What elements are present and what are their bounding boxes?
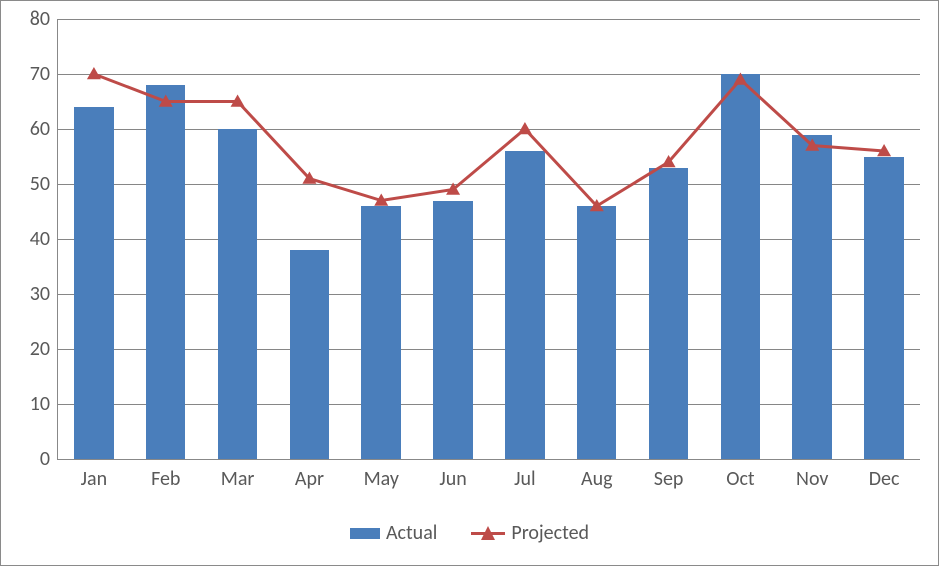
y-axis-label: 60 bbox=[30, 117, 58, 141]
plot-area: 01020304050607080JanFebMarAprMayJunJulAu… bbox=[57, 19, 920, 460]
combo-chart: 0 10 20 30 40 50 60 70 80 Jan Feb Mar Apr May Jun Jul Au… bbox=[0, 0, 939, 566]
triangle-marker-icon bbox=[733, 73, 747, 85]
x-axis-label: Aug bbox=[581, 459, 613, 491]
legend-label: Projected bbox=[511, 521, 589, 545]
x-axis-label: Mar bbox=[221, 459, 255, 491]
y-axis-label: 10 bbox=[30, 392, 58, 416]
x-axis-label: Dec bbox=[869, 459, 900, 491]
triangle-marker-icon bbox=[87, 67, 101, 79]
legend-swatch-line-icon bbox=[471, 526, 505, 540]
x-axis-label: Sep bbox=[654, 459, 684, 491]
legend-item-projected: Projected bbox=[471, 521, 589, 545]
legend-label: Actual bbox=[386, 521, 437, 545]
triangle-marker-icon bbox=[518, 122, 532, 134]
legend-item-actual: Actual bbox=[350, 521, 437, 545]
y-axis-label: 50 bbox=[30, 172, 58, 196]
x-axis-label: Jun bbox=[439, 459, 466, 491]
x-axis-label: May bbox=[364, 459, 399, 491]
y-axis-label: 30 bbox=[30, 282, 58, 306]
y-axis-label: 0 bbox=[40, 447, 58, 471]
y-axis-label: 40 bbox=[30, 227, 58, 251]
legend: Actual Projected bbox=[1, 521, 938, 545]
x-axis-label: Nov bbox=[796, 459, 828, 491]
line-series bbox=[58, 19, 920, 459]
y-axis-label: 80 bbox=[30, 7, 58, 31]
x-axis-label: Feb bbox=[151, 459, 180, 491]
x-axis-label: Oct bbox=[726, 459, 754, 491]
y-axis-label: 20 bbox=[30, 337, 58, 361]
x-axis-label: Jul bbox=[514, 459, 535, 491]
y-axis-label: 70 bbox=[30, 62, 58, 86]
x-axis-label: Apr bbox=[295, 459, 324, 491]
x-axis-label: Jan bbox=[81, 459, 107, 491]
legend-swatch-bar-icon bbox=[350, 528, 380, 539]
